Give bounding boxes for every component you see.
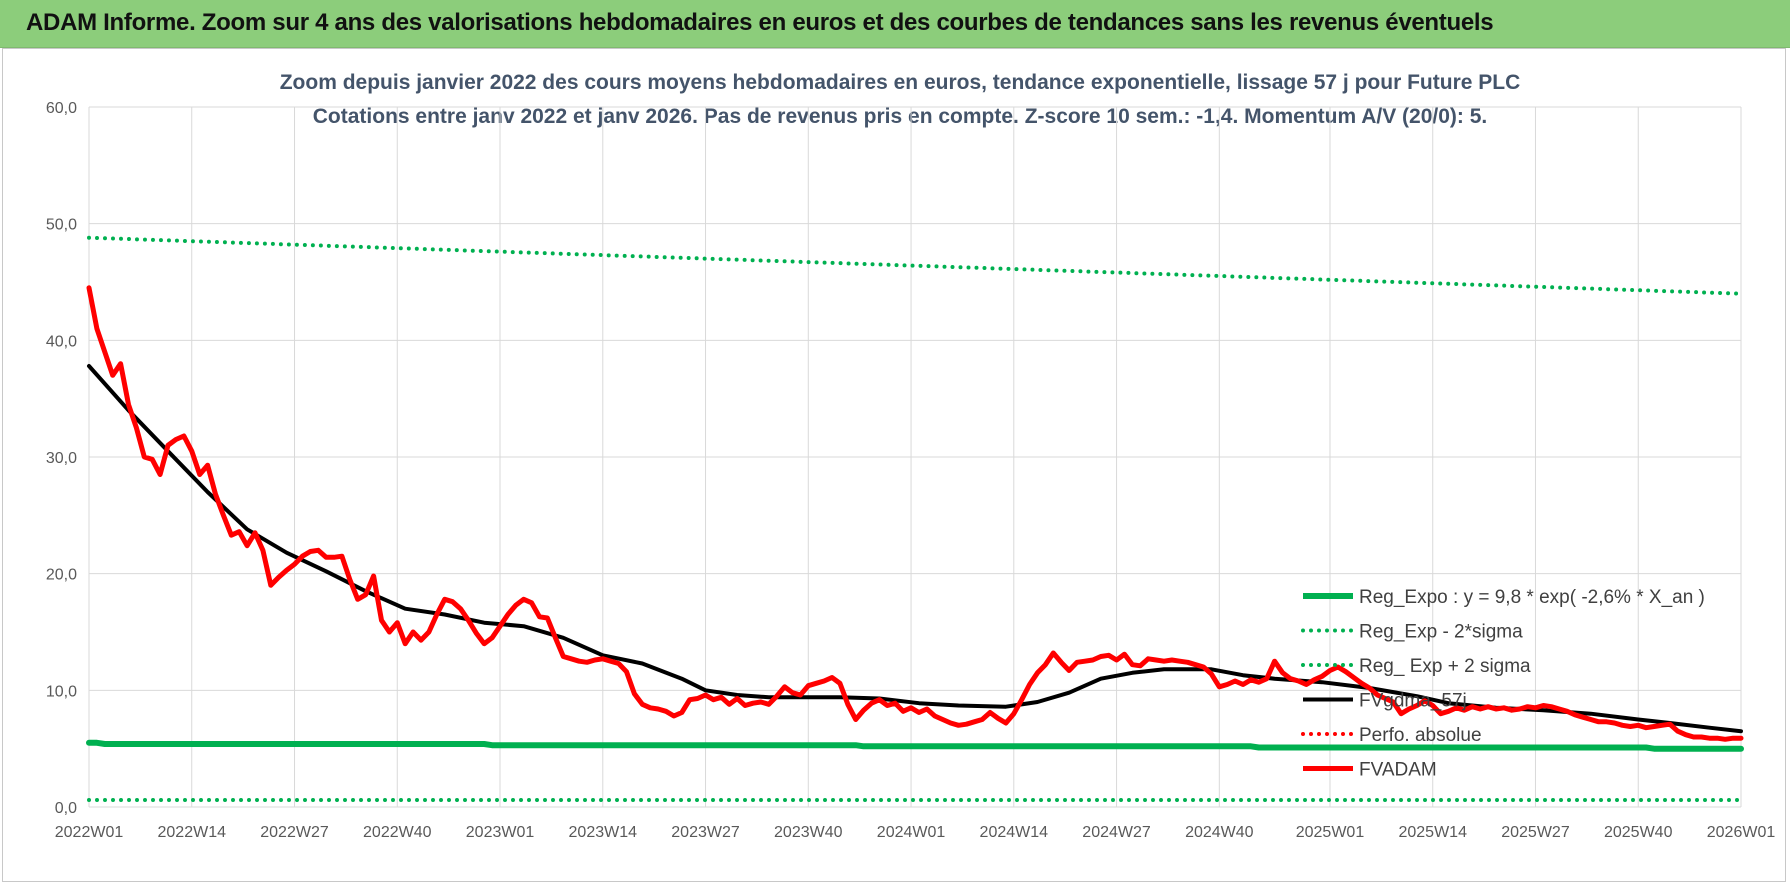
series-line-2: [87, 235, 1743, 296]
legend-label: FVgdma_57j: [1359, 691, 1467, 712]
legend-label: Reg_Exp - 2*sigma: [1359, 622, 1523, 643]
x-tick-label: 2023W40: [774, 824, 843, 841]
legend: Reg_Expo : y = 9,8 * exp( -2,6% * X_an )…: [1301, 587, 1705, 781]
series-lines: [86, 235, 1744, 802]
y-tick-label: 50,0: [46, 217, 77, 234]
x-tick-label: 2025W27: [1501, 824, 1570, 841]
legend-label: FVADAM: [1359, 760, 1437, 781]
y-tick-label: 40,0: [46, 333, 77, 350]
legend-label: Perfo. absolue: [1359, 725, 1482, 746]
x-tick-label: 2025W01: [1296, 824, 1365, 841]
legend-label: Reg_Expo : y = 9,8 * exp( -2,6% * X_an ): [1359, 587, 1705, 608]
series-line-5: [86, 285, 1744, 742]
x-tick-label: 2024W27: [1082, 824, 1151, 841]
y-tick-label: 0,0: [55, 800, 77, 817]
legend-label: Reg_ Exp + 2 sigma: [1359, 656, 1531, 677]
x-tick-label: 2023W01: [466, 824, 535, 841]
y-tick-label: 20,0: [46, 567, 77, 584]
y-axis-ticks: 0,0 10,0 20,0 30,0 40,0 50,0 60,0: [46, 100, 77, 817]
x-tick-label: 2023W27: [671, 824, 740, 841]
y-tick-label: 60,0: [46, 100, 77, 117]
x-tick-label: 2024W40: [1185, 824, 1254, 841]
x-axis-ticks: 2022W01 2022W14 2022W27 2022W40 2023W01 2023W…: [55, 824, 1776, 841]
line-chart: Zoom depuis janvier 2022 des cours moyen…: [46, 71, 1776, 841]
x-tick-label: 2025W40: [1604, 824, 1673, 841]
report-title: ADAM Informe. Zoom sur 4 ans des valoris…: [26, 9, 1494, 36]
x-tick-label: 2024W01: [877, 824, 946, 841]
chart-title: Zoom depuis janvier 2022 des cours moyen…: [280, 71, 1521, 94]
chart-subtitle: Cotations entre janv 2022 et janv 2026. …: [313, 105, 1487, 128]
x-tick-label: 2024W14: [980, 824, 1049, 841]
report-banner: ADAM Informe. Zoom sur 4 ans des valoris…: [0, 0, 1790, 48]
x-tick-label: 2022W40: [363, 824, 432, 841]
y-tick-label: 30,0: [46, 450, 77, 467]
x-tick-label: 2025W14: [1398, 824, 1467, 841]
x-tick-label: 2023W14: [569, 824, 638, 841]
x-tick-label: 2022W27: [260, 824, 329, 841]
x-tick-label: 2022W01: [55, 824, 124, 841]
y-tick-label: 10,0: [46, 683, 77, 700]
x-tick-label: 2026W01: [1707, 824, 1776, 841]
chart-frame: Zoom depuis janvier 2022 des cours moyen…: [2, 48, 1786, 882]
series-line-0: [86, 739, 1744, 752]
x-tick-label: 2022W14: [158, 824, 227, 841]
